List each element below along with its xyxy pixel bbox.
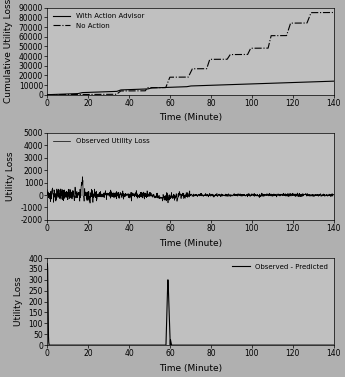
Observed - Predicted	[45, 261, 49, 266]
No Action	[144, 87, 148, 92]
No Action	[45, 92, 49, 97]
With Action Advisor	[332, 79, 336, 83]
Line: No Action: No Action	[47, 12, 334, 95]
Observed - Predicted	[278, 343, 282, 347]
Observed - Predicted	[47, 343, 51, 347]
Observed Utility Loss	[115, 192, 119, 196]
No Action	[177, 75, 181, 80]
X-axis label: Time (Minute): Time (Minute)	[159, 113, 222, 123]
No Action	[332, 10, 336, 15]
Observed Utility Loss	[332, 192, 336, 197]
Legend: Observed Utility Loss: Observed Utility Loss	[51, 136, 151, 147]
With Action Advisor	[45, 92, 49, 97]
Observed - Predicted	[327, 343, 332, 347]
Y-axis label: Utility Loss: Utility Loss	[7, 152, 16, 201]
With Action Advisor	[327, 79, 331, 84]
Legend: With Action Advisor, No Action: With Action Advisor, No Action	[51, 11, 146, 31]
Legend: Observed - Predicted: Observed - Predicted	[230, 262, 330, 272]
Observed Utility Loss	[88, 201, 92, 205]
No Action	[195, 66, 199, 71]
Observed Utility Loss	[80, 175, 85, 179]
With Action Advisor	[144, 87, 148, 91]
No Action	[327, 10, 331, 15]
Observed - Predicted	[144, 343, 148, 347]
Y-axis label: Cumulative Utility Loss: Cumulative Utility Loss	[4, 0, 13, 103]
Observed - Predicted	[332, 343, 336, 347]
Observed Utility Loss	[328, 193, 332, 198]
Line: Observed Utility Loss: Observed Utility Loss	[47, 177, 334, 203]
With Action Advisor	[277, 81, 282, 85]
Observed Utility Loss	[45, 187, 49, 192]
X-axis label: Time (Minute): Time (Minute)	[159, 364, 222, 373]
No Action	[115, 92, 119, 97]
Y-axis label: Utility Loss: Utility Loss	[14, 277, 23, 326]
Line: With Action Advisor: With Action Advisor	[47, 81, 334, 95]
Line: Observed - Predicted: Observed - Predicted	[47, 264, 334, 345]
With Action Advisor	[195, 83, 199, 88]
Observed - Predicted	[178, 343, 182, 347]
Observed Utility Loss	[144, 192, 148, 197]
Observed Utility Loss	[178, 192, 182, 196]
X-axis label: Time (Minute): Time (Minute)	[159, 239, 222, 248]
With Action Advisor	[115, 89, 119, 94]
Observed Utility Loss	[196, 193, 200, 198]
With Action Advisor	[177, 85, 181, 89]
Observed Utility Loss	[278, 194, 282, 198]
Observed - Predicted	[196, 343, 200, 347]
No Action	[277, 33, 282, 38]
Observed - Predicted	[115, 343, 119, 347]
